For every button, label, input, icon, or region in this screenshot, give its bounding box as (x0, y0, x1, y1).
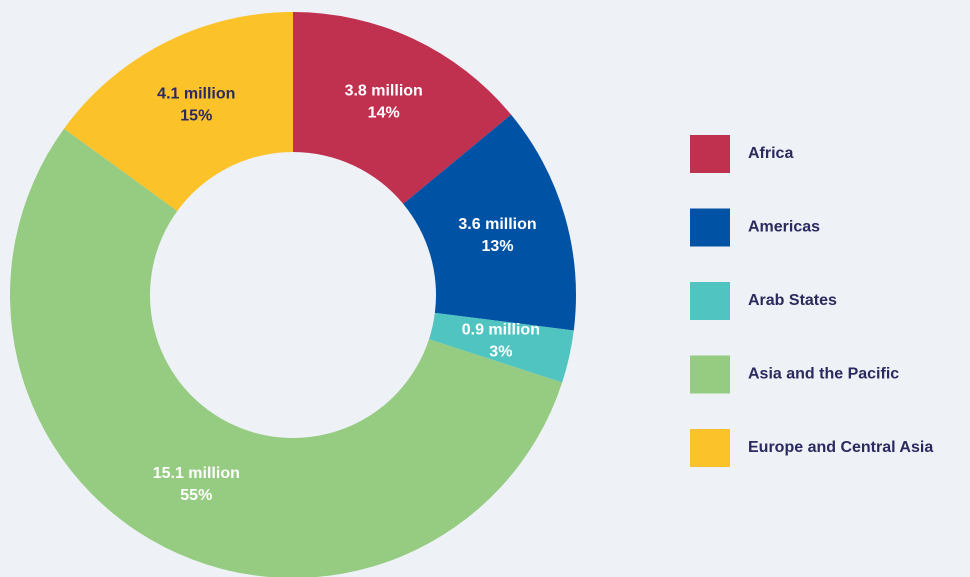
legend: Africa Americas Arab States Asia and the Pa… (690, 135, 933, 467)
legend-swatch (690, 355, 730, 394)
amount-label: 4.1 million (157, 85, 235, 102)
slices (10, 12, 576, 577)
legend-label: Americas (748, 219, 820, 236)
slice (429, 312, 574, 383)
slice (64, 12, 293, 211)
legend-swatch (690, 282, 730, 320)
amount-label: 3.6 million (458, 216, 536, 233)
legend-label: Europe and Central Asia (748, 439, 933, 456)
slice (403, 114, 576, 331)
legend-swatch (690, 208, 730, 247)
legend-label: Africa (748, 145, 793, 162)
amount-label: 0.9 million (462, 322, 540, 339)
legend-label: Asia and the Pacific (748, 366, 899, 383)
share-label: 14% (368, 104, 400, 121)
legend-swatch (690, 429, 730, 467)
slice (293, 12, 512, 204)
slice (10, 128, 563, 577)
share-label: 15% (180, 107, 212, 124)
labels: 3.8 million 14% 3.6 million 13% 0.9 million 3… (153, 82, 540, 504)
legend-swatch (690, 135, 730, 173)
legend-label: Arab States (748, 292, 837, 309)
amount-label: 3.8 million (345, 82, 423, 99)
share-label: 13% (482, 238, 514, 255)
share-label: 3% (489, 344, 512, 361)
amount-label: 15.1 million (153, 465, 240, 482)
share-label: 55% (180, 487, 212, 504)
